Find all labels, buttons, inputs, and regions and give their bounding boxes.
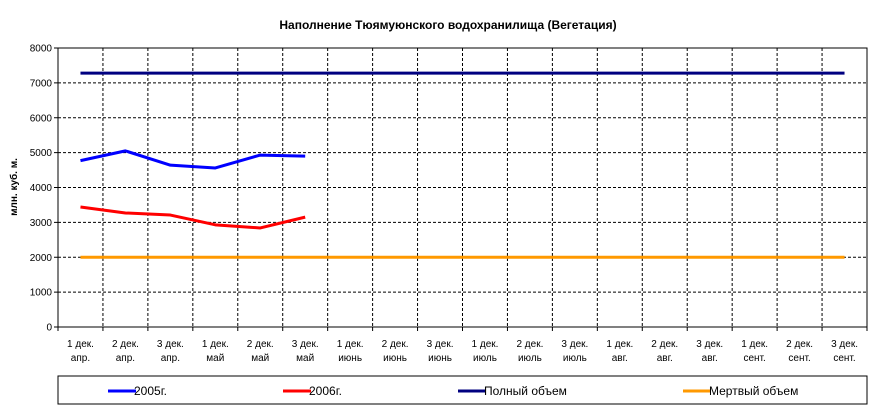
x-tick-label: 1 дек. [202,339,229,350]
y-tick-label: 7000 [30,78,53,89]
x-tick-label: 2 дек. [786,339,813,350]
x-tick-label: 1 дек. [741,339,768,350]
series-line [80,205,306,230]
x-tick-label: 3 дек. [292,339,319,350]
y-tick-label: 3000 [30,218,53,229]
x-tick-label: авг. [657,353,673,364]
x-tick-label: май [251,353,269,364]
x-tick-label: июль [563,353,587,364]
x-tick-label: 1 дек. [67,339,94,350]
x-tick-label: 3 дек. [427,339,454,350]
x-tick-label: 2 дек. [651,339,678,350]
x-tick-label: сент. [833,353,855,364]
y-axis-label: млн. куб. м. [8,158,20,216]
x-tick-label: апр. [161,353,180,364]
x-tick-label: сент. [743,353,765,364]
legend-box [57,375,868,405]
x-tick-label: сент. [788,353,810,364]
x-tick-label: апр. [71,353,90,364]
x-tick-label: май [206,353,224,364]
y-tick-label: 4000 [30,183,53,194]
x-tick-label: 3 дек. [157,339,184,350]
x-tick-label: 1 дек. [606,339,633,350]
x-tick-label: июль [518,353,542,364]
y-tick-label: 1000 [30,288,53,299]
y-tick-label: 2000 [30,253,53,264]
x-tick-label: 2 дек. [247,339,274,350]
chart-title: Наполнение Тюямуюнского водохранилища (В… [279,18,616,32]
x-tick-label: 3 дек. [831,339,858,350]
x-tick-label: 2 дек. [112,339,139,350]
legend-label: Мертвый объем [709,384,798,398]
y-tick-label: 6000 [30,113,53,124]
y-tick-label: 8000 [30,44,53,55]
series-line [80,149,306,170]
legend-label: 2006г. [309,384,342,398]
x-tick-label: авг. [612,353,628,364]
x-tick-label: июнь [338,353,362,364]
x-tick-label: 2 дек. [516,339,543,350]
y-tick-label: 0 [46,323,52,334]
x-tick-label: 1 дек. [472,339,499,350]
x-tick-label: июнь [383,353,407,364]
plot-frame [57,47,868,328]
x-tick-label: авг. [702,353,718,364]
y-tick-label: 5000 [30,148,53,159]
x-tick-label: 3 дек. [696,339,723,350]
x-tick-label: июль [473,353,497,364]
x-tick-label: июнь [428,353,452,364]
x-tick-label: 3 дек. [561,339,588,350]
legend-label: Полный объем [484,384,567,398]
x-tick-label: май [296,353,314,364]
x-tick-label: 2 дек. [382,339,409,350]
legend-label: 2005г. [134,384,167,398]
x-tick-label: 1 дек. [337,339,364,350]
x-tick-label: апр. [116,353,135,364]
